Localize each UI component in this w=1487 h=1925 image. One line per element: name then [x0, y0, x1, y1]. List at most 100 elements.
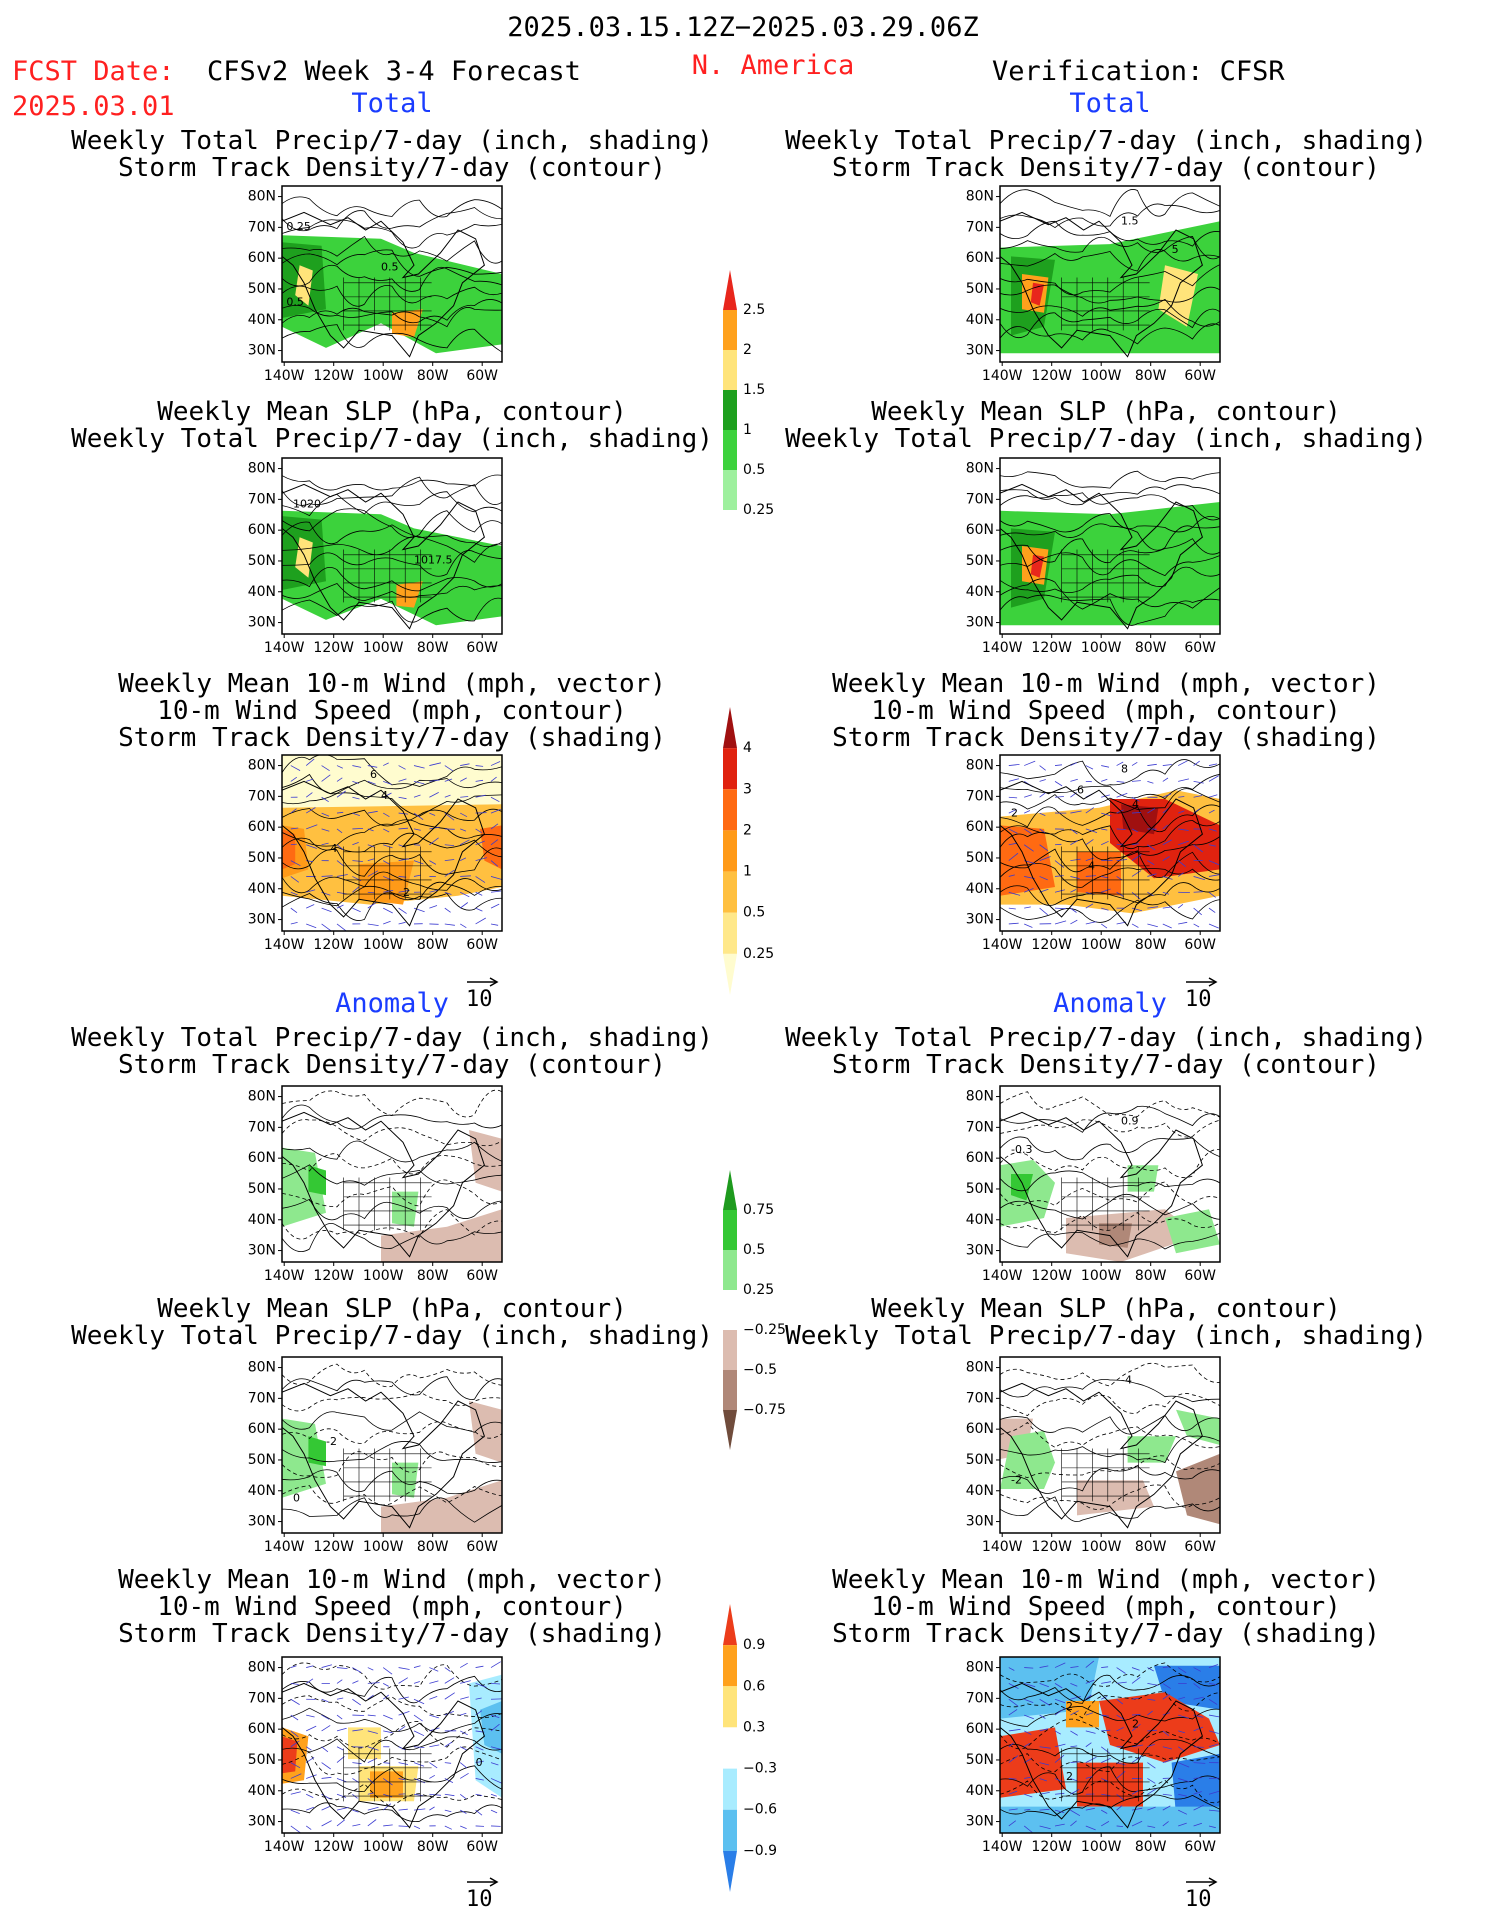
colorbar-label: −0.6	[743, 1802, 777, 1818]
wind-vector	[444, 1741, 453, 1748]
contour-label: 0.5	[286, 296, 304, 309]
wind-vector	[1054, 781, 1063, 787]
wind-vector	[1162, 1683, 1171, 1689]
colorbar-label: 0.25	[743, 502, 774, 518]
wind-vector	[352, 1667, 362, 1673]
wind-vector	[321, 875, 333, 877]
lat-tick-label: 70N	[966, 1119, 994, 1135]
wind-vector	[367, 765, 378, 768]
wind-vector	[475, 1683, 487, 1688]
map-frame	[999, 1656, 1221, 1834]
contour-line	[282, 1198, 502, 1221]
wind-vector	[1070, 1789, 1080, 1795]
lat-tick-label: 80N	[966, 1360, 994, 1376]
wind-vector	[290, 876, 300, 883]
wind-vector	[1131, 812, 1142, 814]
lat-tick-label: 70N	[248, 788, 276, 804]
wind-vector	[398, 1696, 409, 1700]
wind-vector	[398, 858, 410, 861]
wind-vector	[1147, 1762, 1156, 1769]
wind-vector	[1008, 907, 1016, 910]
map-frame	[999, 185, 1221, 363]
panel-title-slp-precip-anom-left: Weekly Mean SLP (hPa, contour) Weekly Tot…	[71, 1294, 713, 1351]
wind-vector	[1208, 907, 1216, 913]
contour-label: 0.9	[1121, 1115, 1139, 1128]
shading-region	[480, 1701, 502, 1754]
map-total-slp-precip-forecast: 1020 1017.5 80N 70N 60N 50N 40N 30N 140W 120W 100W…	[248, 457, 503, 656]
wind-vector	[475, 876, 486, 883]
wind-vector	[413, 781, 425, 785]
wind-vector	[306, 824, 318, 830]
contour-label: 2	[1066, 1770, 1073, 1783]
wind-vector	[1070, 919, 1078, 925]
wind-vector	[1070, 1683, 1078, 1687]
contour-line	[282, 491, 502, 517]
wind-vector	[290, 1773, 302, 1779]
shading-region	[1165, 1209, 1220, 1254]
wind-vector	[1101, 1714, 1109, 1717]
wind-vector	[336, 1714, 343, 1720]
wind-vector	[1008, 891, 1021, 896]
wind-vector	[413, 812, 424, 821]
map-total-precip-storm-forecast: 0.25 0.5 0.5 80N 70N 60N 50N 40N 30N 140W 120W 100W…	[248, 185, 503, 384]
colorbar-storm-anomaly: 0.9 0.6 0.3 −0.3 −0.6 −0.9	[723, 1604, 777, 1892]
lat-tick-label: 40N	[248, 1212, 276, 1228]
shading-region	[1030, 282, 1044, 306]
wind-vector	[383, 781, 392, 785]
lat-tick-label: 30N	[248, 1243, 276, 1259]
wind-vector	[306, 923, 317, 929]
colorbar-segment	[723, 1809, 737, 1851]
contour-line	[282, 1497, 502, 1523]
wind-vector	[1162, 1666, 1170, 1668]
wind-vector	[490, 776, 497, 782]
shading-region	[1077, 851, 1121, 896]
wind-vector	[1085, 765, 1094, 770]
wind-vector	[336, 1819, 346, 1827]
wind-vector	[1101, 1666, 1109, 1668]
colorbar-segment	[723, 1370, 737, 1410]
lon-tick-label: 80W	[417, 1839, 449, 1855]
wind-vector	[490, 823, 499, 830]
wind-vector	[429, 792, 439, 798]
wind-vector	[383, 920, 391, 925]
wind-vector	[490, 808, 501, 814]
wind-vector	[1070, 840, 1078, 846]
lon-tick-label: 100W	[363, 937, 404, 953]
wind-vector	[321, 907, 332, 913]
lon-tick-label: 80W	[417, 1539, 449, 1555]
wind-vector	[1024, 888, 1034, 893]
wind-vector	[290, 776, 298, 782]
wind-vector	[290, 1791, 301, 1795]
wind-vector	[1008, 1698, 1019, 1707]
wind-vector	[1147, 1788, 1157, 1795]
wind-vector	[459, 1793, 467, 1800]
wind-vector	[1162, 891, 1170, 895]
lon-tick-label: 80W	[1135, 1539, 1167, 1555]
wind-vector	[1131, 1676, 1141, 1684]
wind-vector	[321, 796, 329, 803]
shading-region	[308, 1436, 326, 1467]
wind-vector	[1177, 872, 1184, 877]
wind-vector	[444, 923, 455, 926]
coastline	[282, 1382, 485, 1529]
contour-line	[1000, 899, 1220, 923]
wind-vector	[1024, 760, 1036, 766]
shading-region	[1127, 1165, 1159, 1192]
wind-vector	[1208, 1664, 1219, 1668]
wind-vector	[429, 1680, 439, 1684]
wind-vector	[475, 1665, 484, 1668]
colorbar-segment	[723, 1645, 737, 1687]
region-title: N. America	[691, 50, 855, 81]
contour-line	[1000, 1193, 1220, 1220]
lat-tick-label: 30N	[966, 1243, 994, 1259]
lat-tick-label: 50N	[966, 1752, 994, 1768]
wind-vector	[383, 1714, 393, 1720]
contour-label: 2	[1132, 1717, 1139, 1730]
contour-line	[282, 1179, 502, 1208]
wind-vector	[1023, 844, 1034, 852]
wind-vector	[1008, 1728, 1021, 1732]
colorbar-label: 1.5	[743, 382, 765, 398]
wind-vector	[1024, 810, 1031, 814]
wind-vector	[1039, 1762, 1050, 1766]
